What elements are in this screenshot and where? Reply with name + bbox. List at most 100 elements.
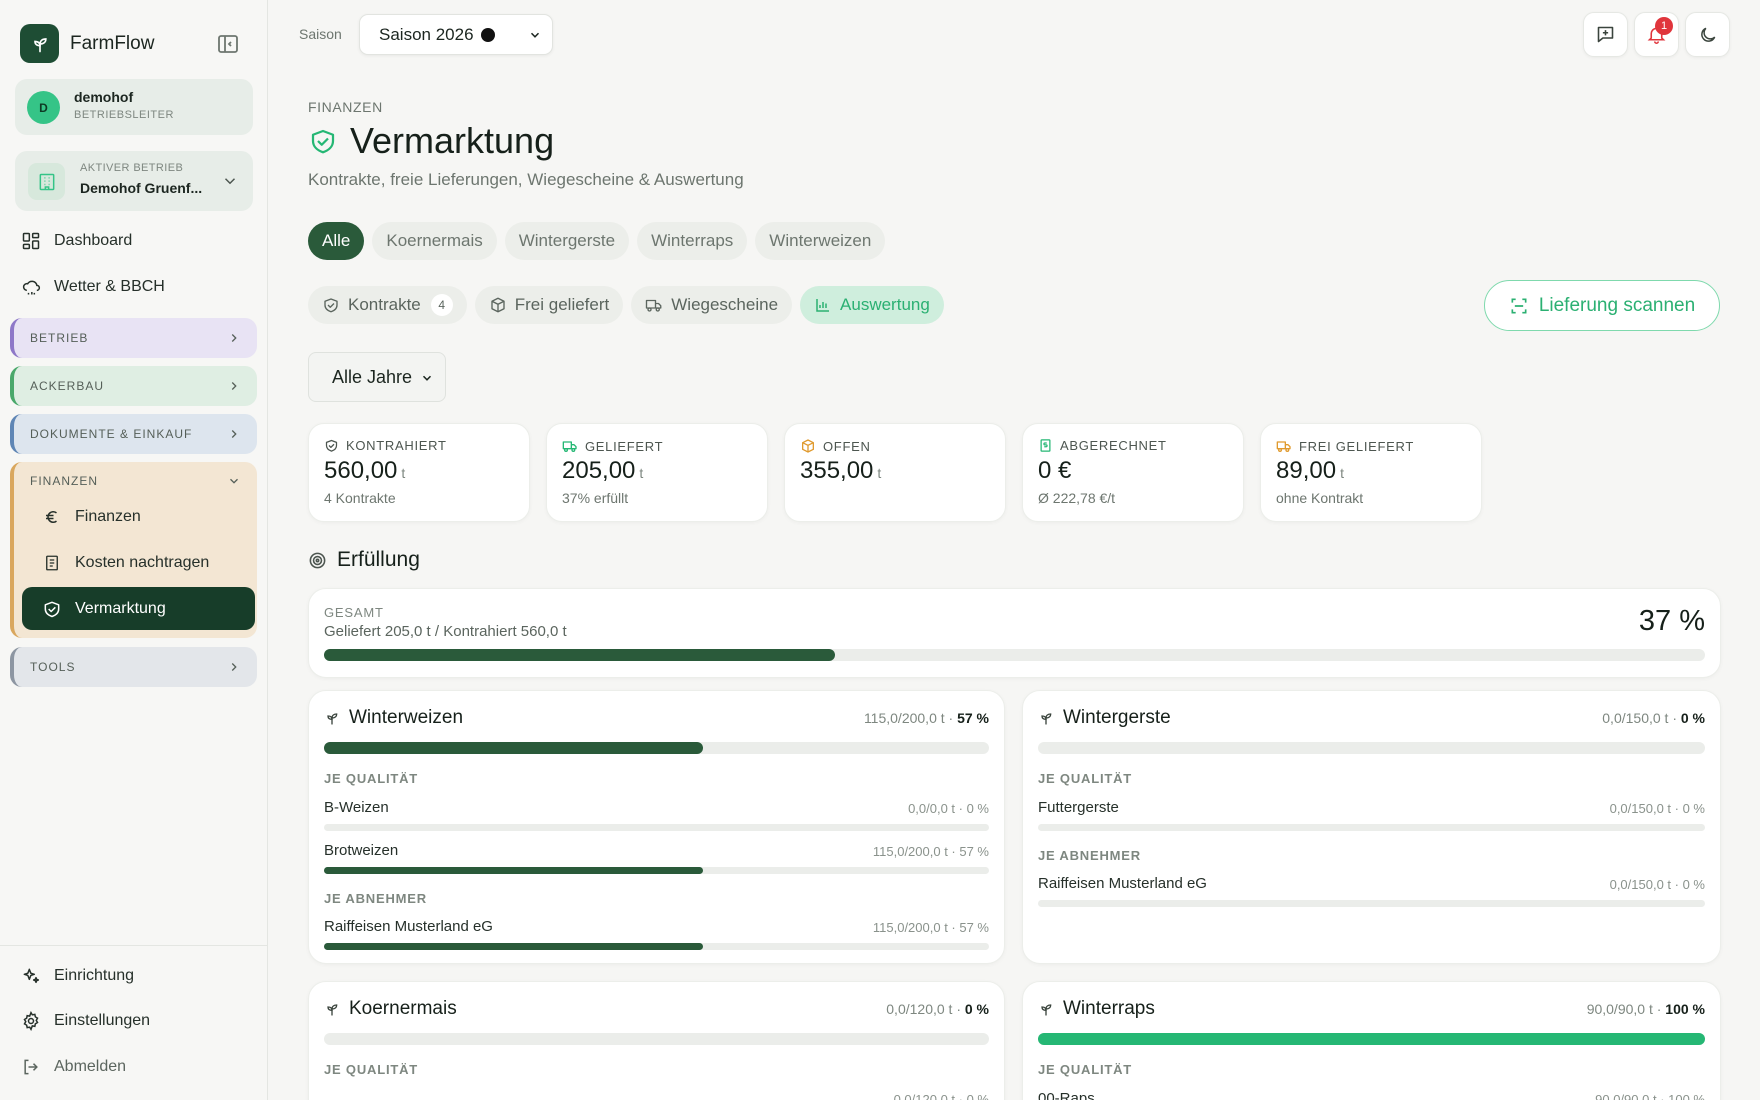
brand[interactable]: FarmFlow [20, 24, 154, 63]
buyer-heading: JE ABNEHMER [1038, 848, 1141, 863]
tab-kontrakte[interactable]: Kontrakte 4 [308, 286, 467, 324]
quality-row-amount: 90,0/90,0 t · 100 % [1595, 1092, 1705, 1100]
year-filter-select[interactable]: Alle Jahre [308, 352, 446, 402]
quality-row-name: Brotweizen [324, 842, 399, 859]
crop-percent: 57 % [957, 710, 989, 726]
quality-progress-fill [324, 867, 704, 874]
nav-group-betrieb-label: BETRIEB [30, 331, 89, 345]
crop-amount-winterraps: 90,0/90,0 t · 100 % [1587, 1001, 1705, 1017]
crop-amount-text: 115,0/200,0 t · [863, 710, 958, 726]
kpi-offen-label: OFFEN [823, 438, 871, 454]
nav-group-finanzen-label: FINANZEN [30, 474, 98, 488]
season-label: Saison [299, 26, 342, 42]
handshake-icon [42, 599, 62, 619]
nav-group-dokumente-label: DOKUMENTE & EINKAUF [30, 427, 193, 441]
crop-card-winterraps: Winterraps 90,0/90,0 t · 100 % JE QUALIT… [1022, 981, 1721, 1100]
quality-heading: JE QUALITÄT [1038, 1062, 1133, 1077]
tab-kontrakte-count: 4 [430, 294, 453, 316]
kpi-offen-header: OFFEN [800, 438, 871, 454]
notifications-button[interactable]: 1 [1634, 12, 1679, 57]
kpi-kontrahiert-unit: t [401, 465, 406, 481]
kpi-frei-value: 89,00 [1276, 457, 1337, 484]
nav-item-vermarktung[interactable]: Vermarktung [22, 587, 255, 630]
nav-item-kosten-label: Kosten nachtragen [75, 553, 210, 571]
nav-group-finanzen: FINANZEN Finanzen Kosten nachtragen Verm… [10, 462, 257, 638]
crop-title-wintergerste: Wintergerste [1038, 707, 1171, 729]
crop-amount-wintergerste: 0,0/150,0 t · 0 % [1602, 710, 1705, 726]
chevron-right-icon [227, 660, 241, 674]
season-value: Saison 2026 [379, 24, 474, 44]
kpi-frei-label: FREI GELIEFERT [1299, 438, 1415, 454]
kpi-geliefert-value-row: 205,00 t [562, 457, 643, 485]
crop-amount-winterweizen: 115,0/200,0 t · 57 % [864, 710, 989, 726]
tab-auswertung[interactable]: Auswertung [800, 286, 944, 324]
feedback-button[interactable] [1583, 12, 1628, 57]
season-select[interactable]: Saison 2026 [359, 14, 553, 55]
kpi-geliefert-header: GELIEFERT [562, 438, 663, 454]
crop-amount-text: 90,0/90,0 t · [1586, 1001, 1666, 1017]
euro-icon [42, 507, 62, 527]
nav-group-betrieb[interactable]: BETRIEB [10, 318, 257, 358]
collapse-sidebar-icon[interactable] [216, 32, 242, 56]
quality-row-amount: 0,0/120,0 t · 0 % [893, 1092, 989, 1100]
crop-name-winterweizen: Winterweizen [349, 707, 464, 728]
user-name: demohof [74, 89, 134, 105]
logout-icon [20, 1056, 42, 1078]
crop-filter-winterweizen[interactable]: Winterweizen [755, 222, 886, 260]
nav-einrichtung[interactable]: Einrichtung [20, 965, 134, 987]
nav-item-finanzen-label: Finanzen [75, 507, 141, 525]
building-icon [28, 163, 65, 200]
nav-group-tools[interactable]: TOOLS [10, 647, 257, 687]
nav-item-finanzen[interactable]: Finanzen [22, 495, 255, 538]
nav-group-dokumente[interactable]: DOKUMENTE & EINKAUF [10, 414, 257, 454]
total-label: GESAMT [324, 605, 384, 620]
buyer-progress-fill [324, 943, 704, 950]
nav-group-ackerbau[interactable]: ACKERBAU [10, 366, 257, 406]
crop-amount-text: 0,0/120,0 t · [886, 1001, 965, 1017]
season-color-dot [480, 27, 495, 42]
user-card[interactable]: D demohof BETRIEBSLEITER [15, 79, 253, 135]
chevron-right-icon [227, 427, 241, 441]
kpi-abgerechnet: ABGERECHNET 0 € Ø 222,78 €/t [1022, 423, 1244, 522]
nav-abmelden[interactable]: Abmelden [20, 1056, 126, 1078]
buyer-progress-track [324, 943, 989, 950]
kpi-frei-value-row: 89,00 t [1276, 457, 1344, 485]
nav-dashboard[interactable]: Dashboard [20, 230, 132, 252]
crop-filter-koernermais[interactable]: Koernermais [372, 222, 497, 260]
quality-row-name: B-Weizen [324, 799, 389, 816]
nav-einstellungen[interactable]: Einstellungen [20, 1010, 150, 1032]
total-progress-fill [324, 649, 835, 661]
nav-item-vermarktung-label: Vermarktung [75, 599, 166, 617]
theme-toggle-button[interactable] [1685, 12, 1730, 57]
tab-wiegescheine[interactable]: Wiegescheine [631, 286, 793, 324]
chevron-right-icon [227, 379, 241, 393]
tab-frei-geliefert[interactable]: Frei geliefert [474, 286, 624, 324]
nav-group-finanzen-header[interactable]: FINANZEN [30, 474, 241, 488]
handshake-icon [308, 126, 338, 156]
crop-filter-alle[interactable]: Alle [308, 222, 365, 260]
tab-auswertung-label: Auswertung [840, 295, 930, 314]
sprout-icon [1038, 710, 1054, 726]
nav-item-kosten[interactable]: Kosten nachtragen [22, 541, 255, 584]
farm-switcher[interactable]: AKTIVER BETRIEB Demohof Gruenf... [15, 151, 253, 211]
kpi-geliefert-sub: 37% erfüllt [562, 490, 629, 506]
crop-filter-winterraps[interactable]: Winterraps [637, 222, 748, 260]
crop-progress-track [324, 1033, 989, 1045]
kpi-offen-value: 355,00 [800, 457, 874, 484]
sidebar-divider [0, 945, 268, 946]
buyer-row-amount: 0,0/150,0 t · 0 % [1609, 877, 1705, 892]
sparkles-icon [20, 965, 42, 987]
chevron-down-icon [420, 371, 434, 385]
year-filter-value: Alle Jahre [332, 366, 413, 387]
quality-progress-track [324, 824, 989, 831]
quality-row-amount: 0,0/150,0 t · 0 % [1609, 801, 1705, 816]
sidebar: FarmFlow D demohof BETRIEBSLEITER AKTIVE… [0, 0, 268, 1100]
nav-weather[interactable]: Wetter & BBCH [20, 276, 165, 298]
total-detail: Geliefert 205,0 t / Kontrahiert 560,0 t [324, 623, 567, 640]
fulfillment-total-card: GESAMT Geliefert 205,0 t / Kontrahiert 5… [308, 588, 1721, 678]
scan-delivery-button[interactable]: Lieferung scannen [1484, 280, 1720, 331]
crop-progress-track [324, 742, 989, 754]
chevron-down-icon [221, 172, 239, 190]
crop-filter-wintergerste[interactable]: Wintergerste [504, 222, 630, 260]
quality-row-name: 00-Raps [1038, 1090, 1095, 1100]
